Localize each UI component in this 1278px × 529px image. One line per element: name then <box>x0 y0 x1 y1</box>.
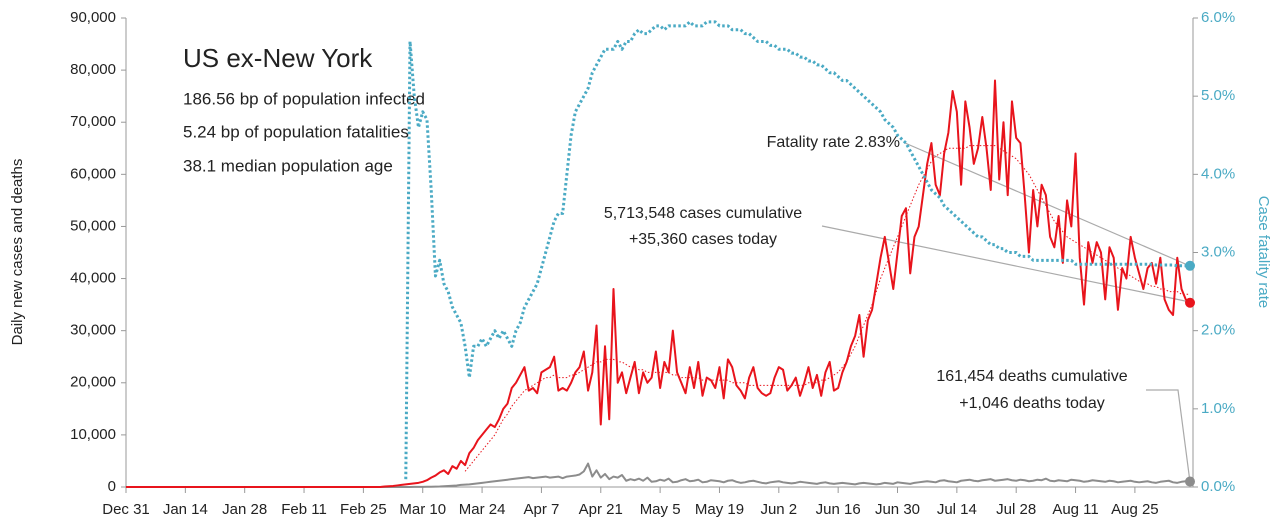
y-tick-label: 20,000 <box>70 374 116 391</box>
y-tick-label: 90,000 <box>70 9 116 26</box>
y2-tick-label: 3.0% <box>1201 243 1235 260</box>
end-dot <box>1185 476 1195 487</box>
x-tick-label: Feb 11 <box>281 501 327 518</box>
end-dot <box>1185 297 1195 308</box>
subtitle: 5.24 bp of population fatalities <box>183 122 409 141</box>
chart-title: US ex-New York <box>183 43 373 73</box>
annotation: 161,454 deaths cumulative <box>936 368 1127 385</box>
x-tick-label: Feb 25 <box>340 501 387 518</box>
end-dot <box>1185 260 1195 271</box>
x-tick-label: Dec 31 <box>102 501 150 518</box>
y-tick-label: 10,000 <box>70 426 116 443</box>
annotation: +35,360 cases today <box>629 231 777 248</box>
x-tick-label: Jan 14 <box>163 501 208 518</box>
series-line <box>404 20 1190 480</box>
annotation: 5,713,548 cases cumulative <box>604 205 802 222</box>
x-tick-label: Apr 21 <box>579 501 623 518</box>
y2-axis-label: Case fatality rate <box>1255 196 1272 309</box>
series-line <box>126 462 1191 488</box>
x-tick-label: Jun 16 <box>816 501 861 518</box>
x-tick-label: Aug 25 <box>1111 501 1159 518</box>
y-tick-label: 50,000 <box>70 217 116 234</box>
x-tick-label: Jul 14 <box>937 501 977 518</box>
x-tick-label: Jun 30 <box>875 501 920 518</box>
leader-line <box>1146 389 1191 483</box>
y-axis-label: Daily new cases and deaths <box>9 159 26 346</box>
series-line <box>126 79 1191 488</box>
y-tick-label: 40,000 <box>70 270 116 287</box>
y2-tick-label: 0.0% <box>1201 478 1235 495</box>
y-tick-label: 30,000 <box>70 322 116 339</box>
x-tick-label: May 5 <box>640 501 681 518</box>
y-tick-label: 60,000 <box>70 165 116 182</box>
y-tick-label: 0 <box>108 478 116 495</box>
y-tick-label: 70,000 <box>70 113 116 130</box>
leader-line <box>821 225 1191 303</box>
x-tick-label: Mar 24 <box>459 501 506 518</box>
x-tick-label: May 19 <box>695 501 744 518</box>
y2-tick-label: 2.0% <box>1201 322 1235 339</box>
x-tick-label: Apr 7 <box>523 501 559 518</box>
subtitle: 186.56 bp of population infected <box>183 89 425 108</box>
x-tick-label: Jun 2 <box>760 501 797 518</box>
x-tick-label: Mar 10 <box>399 501 446 518</box>
y2-tick-label: 5.0% <box>1201 87 1235 104</box>
y2-tick-label: 4.0% <box>1201 165 1235 182</box>
x-tick-label: Jul 28 <box>996 501 1036 518</box>
y-tick-label: 80,000 <box>70 61 116 78</box>
x-tick-label: Jan 28 <box>222 501 267 518</box>
x-tick-label: Aug 11 <box>1052 501 1098 518</box>
subtitle: 38.1 median population age <box>183 156 393 175</box>
y2-tick-label: 1.0% <box>1201 400 1235 417</box>
annotation: +1,046 deaths today <box>959 395 1104 412</box>
series-line <box>464 145 1190 472</box>
annotation: Fatality rate 2.83% <box>767 134 900 151</box>
y2-tick-label: 6.0% <box>1201 9 1235 26</box>
